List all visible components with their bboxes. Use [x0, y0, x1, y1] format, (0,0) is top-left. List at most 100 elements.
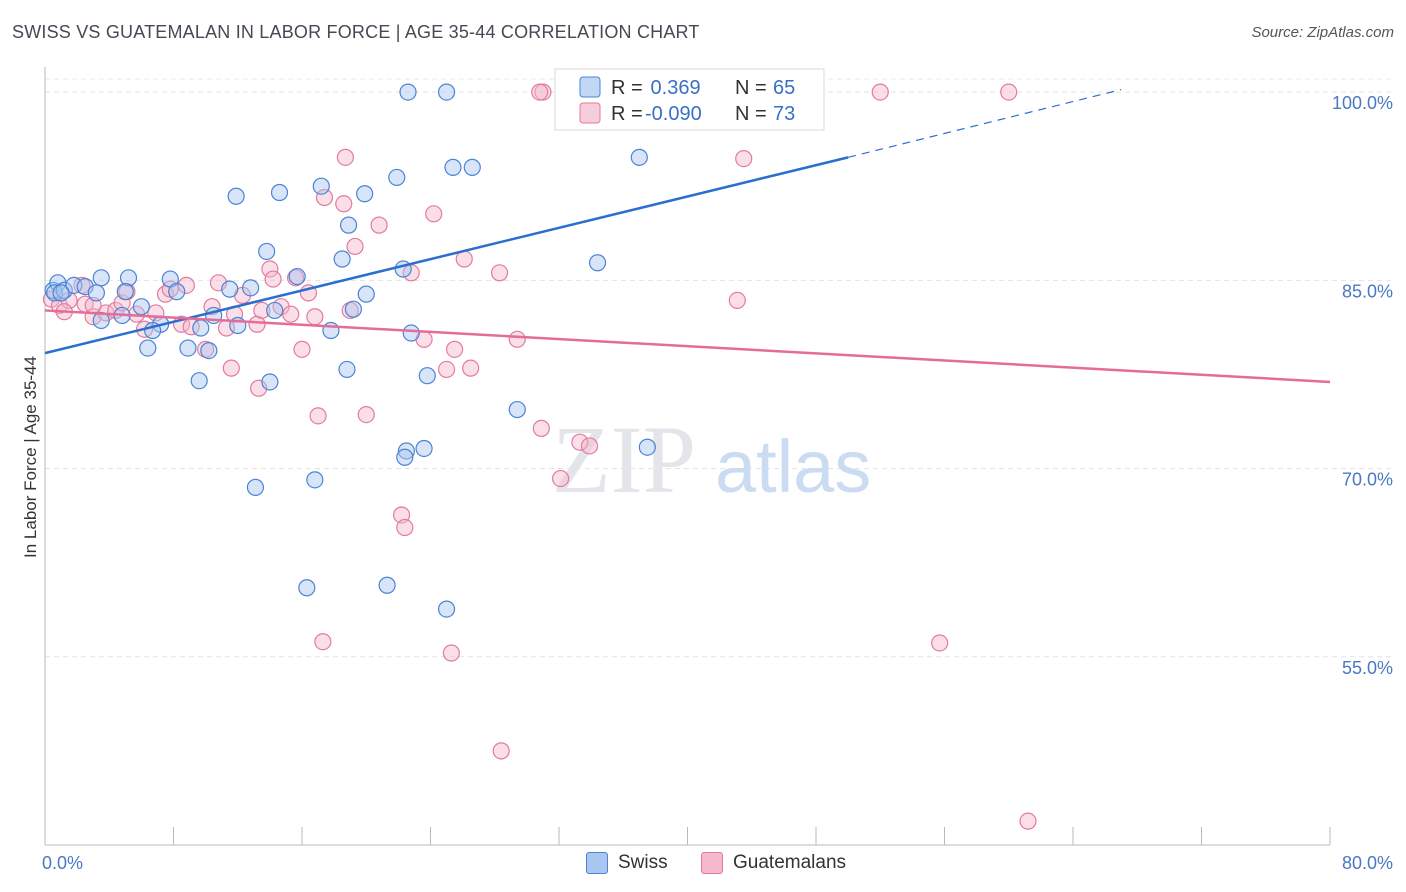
guatemalans-points	[42, 83, 1037, 830]
swiss-point-13	[168, 283, 186, 301]
guatemalans-point-32	[346, 237, 364, 256]
bottom-legend-label-swiss: Swiss	[618, 852, 668, 873]
swiss-point-35	[339, 216, 358, 234]
swiss-point-30	[258, 242, 276, 261]
bottom-legend-guatemalans: Guatemalans	[701, 852, 846, 874]
swiss-point-33	[344, 300, 362, 318]
guatemalans-point-63	[931, 634, 949, 652]
swiss-point-6	[92, 269, 110, 287]
swiss-point-2	[46, 284, 64, 302]
swiss-point-24	[288, 267, 306, 286]
swiss-point-59	[638, 438, 656, 456]
swiss-point-28	[312, 177, 330, 195]
swiss-point-41	[397, 442, 416, 460]
x-tick-label-max: 80.0%	[1342, 853, 1393, 873]
swiss-point-26	[190, 372, 208, 390]
guatemalans-point-34	[370, 216, 388, 234]
guatemalans-point-45	[552, 469, 570, 488]
swiss-point-31	[333, 250, 351, 268]
swiss-point-60	[508, 400, 526, 419]
legend-n-label-swiss: N =	[735, 77, 767, 99]
guatemalans-point-25	[282, 305, 300, 323]
guatemalans-point-54	[442, 644, 460, 662]
bottom-legend-swatch-guatemalans	[701, 852, 723, 874]
swiss-point-19	[179, 339, 197, 357]
guatemalans-point-22	[261, 260, 279, 278]
guatemalans-point-71	[306, 308, 324, 326]
swiss-point-39	[402, 324, 420, 342]
swiss-point-44	[338, 360, 356, 379]
swiss-point-64	[52, 284, 70, 302]
y-tick-label-55: 55.0%	[1342, 658, 1393, 678]
guatemalans-point-7	[113, 294, 131, 312]
guatemalans-point-43	[508, 330, 526, 348]
guatemalans-point-62	[728, 291, 746, 309]
swiss-point-58	[630, 148, 648, 166]
guatemalans-point-58	[531, 83, 549, 101]
legend: R = 0.369 N = 65 R = -0.090 N = 73	[554, 68, 825, 131]
bottom-legend-swatch-swiss	[586, 852, 608, 874]
guatemalans-point-39	[445, 340, 464, 358]
swiss-point-42	[396, 448, 414, 466]
swiss-point-7	[87, 284, 106, 302]
guatemalans-point-59	[871, 83, 889, 101]
guatemalans-point-52	[396, 518, 414, 537]
watermark-atlas: atlas	[715, 425, 871, 508]
guatemalans-point-29	[315, 188, 334, 207]
swiss-point-25	[261, 373, 279, 391]
swiss-point-49	[444, 158, 462, 176]
watermark: ZIP atlas	[552, 406, 871, 513]
y-tick-label-100: 100.0%	[1332, 93, 1393, 113]
guatemalans-point-46	[571, 433, 589, 451]
grid-lines	[45, 78, 1392, 658]
swiss-point-15	[221, 280, 239, 298]
swiss-point-51	[399, 83, 417, 101]
legend-r-value-guatemalans: -0.090	[645, 103, 702, 125]
guatemalans-point-70	[253, 301, 271, 320]
guatemalans-point-61	[735, 150, 753, 168]
swiss-point-20	[200, 341, 218, 360]
guatemalans-point-27	[293, 340, 311, 358]
guatemalans-point-44	[532, 419, 550, 437]
guatemalans-point-38	[437, 360, 456, 379]
swiss-point-48	[378, 576, 396, 594]
legend-n-label-guatemalans: N =	[735, 103, 767, 125]
swiss-trend-line	[44, 156, 849, 355]
swiss-point-52	[437, 83, 456, 101]
y-tick-label-70: 70.0%	[1342, 470, 1393, 490]
y-axis-label: In Labor Force | Age 35-44	[21, 356, 40, 558]
legend-r-label-guatemalans: R =	[611, 103, 643, 125]
chart-source: Source: ZipAtlas.com	[1251, 24, 1394, 41]
guatemalans-point-42	[490, 264, 509, 282]
guatemalans-point-49	[357, 405, 375, 424]
swiss-point-3	[55, 281, 73, 299]
guatemalans-point-23	[264, 270, 282, 288]
swiss-point-50	[463, 158, 481, 176]
bottom-legend-swiss: Swiss	[586, 852, 668, 874]
swiss-point-43	[415, 439, 433, 458]
guatemalans-point-60	[1000, 83, 1018, 101]
watermark-zip: ZIP	[552, 406, 696, 513]
swiss-point-23	[266, 301, 284, 320]
swiss-point-36	[356, 185, 374, 203]
guatemalans-point-47	[580, 437, 599, 455]
guatemalans-point-37	[425, 205, 443, 223]
guatemalans-point-19	[222, 359, 240, 377]
legend-r-value-swiss: 0.369	[645, 77, 701, 99]
guatemalans-point-64	[1019, 812, 1037, 830]
guatemalans-point-48	[309, 407, 327, 425]
swiss-point-10	[132, 298, 150, 316]
guatemalans-point-41	[462, 359, 480, 377]
y-tick-label-85: 85.0%	[1342, 281, 1393, 301]
swiss-point-27	[270, 183, 289, 202]
swiss-point-18	[139, 339, 157, 357]
guatemalans-point-53	[314, 633, 332, 651]
legend-swatch-guatemalans	[579, 102, 601, 124]
swiss-point-29	[227, 187, 245, 205]
swiss-points	[44, 83, 812, 618]
bottom-legend-label-guatemalans: Guatemalans	[733, 852, 847, 873]
guatemalans-point-55	[492, 742, 510, 760]
swiss-point-37	[388, 168, 406, 187]
swiss-point-57	[588, 254, 607, 272]
